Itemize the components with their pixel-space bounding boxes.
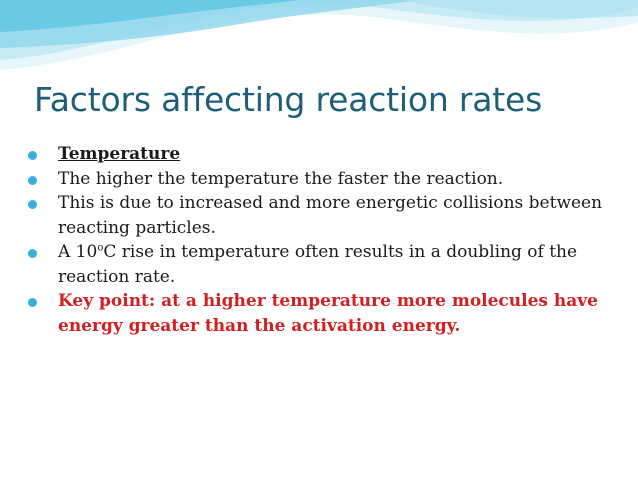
bullet-text: This is due to increased and more energe… xyxy=(58,193,603,238)
slide-title: Factors affecting reaction rates xyxy=(34,80,543,119)
degree-superscript: o xyxy=(97,242,104,254)
bullet-marker-icon xyxy=(28,200,37,209)
bullet-item: Key point: at a higher temperature more … xyxy=(22,289,612,338)
bullet-marker-icon xyxy=(28,175,37,185)
bullet-text-pre: A 10 xyxy=(58,242,98,262)
bullet-item: The higher the temperature the faster th… xyxy=(22,167,612,192)
bullet-item: A 10oC rise in temperature often results… xyxy=(22,240,612,289)
bullet-item: This is due to increased and more energe… xyxy=(22,191,612,240)
bullet-text: The higher the temperature the faster th… xyxy=(58,168,504,189)
bullet-list: Temperature The higher the temperature t… xyxy=(22,142,612,338)
bullet-text-post: C rise in temperature often results in a… xyxy=(58,242,578,287)
key-point-text: Key point: at a higher temperature more … xyxy=(58,291,598,336)
header-wave-decoration xyxy=(0,0,638,70)
bullet-marker-icon xyxy=(28,249,37,258)
bullet-heading-temperature: Temperature xyxy=(58,144,181,164)
bullet-marker-icon xyxy=(28,298,37,307)
bullet-marker-icon xyxy=(28,151,37,160)
bullet-item: Temperature xyxy=(22,142,612,167)
